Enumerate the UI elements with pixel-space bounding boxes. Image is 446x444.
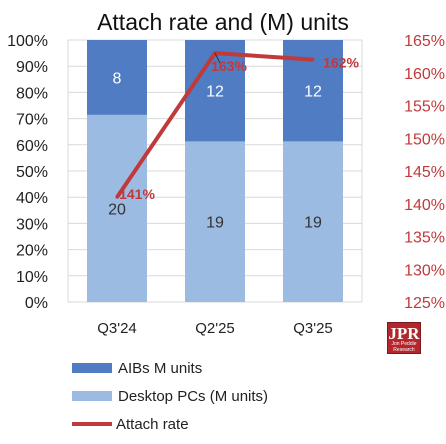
x-category-label: Q3'24 bbox=[97, 320, 137, 337]
bar-value-label: 8 bbox=[113, 70, 122, 87]
y-right-tick-label: 140% bbox=[404, 197, 445, 214]
y-right-tick-label: 135% bbox=[404, 230, 445, 247]
legend-swatch-attach bbox=[72, 422, 112, 426]
y-right-tick-label: 160% bbox=[404, 66, 445, 83]
legend-item-desktop: Desktop PCs (M units) bbox=[72, 384, 268, 408]
y-left-tick-label: 90% bbox=[16, 59, 48, 76]
chart-title: Attach rate and (M) units bbox=[97, 9, 349, 35]
attach-rate-label: 141% bbox=[119, 186, 155, 202]
y-left-tick-label: 20% bbox=[16, 243, 48, 260]
y-right-tick-label: 125% bbox=[404, 295, 445, 312]
y-right-tick-label: 150% bbox=[404, 131, 445, 148]
y-left-tick-label: 70% bbox=[16, 112, 48, 129]
x-category-label: Q3'25 bbox=[293, 320, 333, 337]
y-left-tick-label: 30% bbox=[16, 216, 48, 233]
bar-value-label: 12 bbox=[206, 84, 224, 101]
logo-subtext: Jon Peddie Research bbox=[387, 341, 421, 353]
legend-swatch-desktop bbox=[72, 391, 112, 401]
attach-rate-label: 162% bbox=[323, 55, 359, 71]
y-right-tick-label: 155% bbox=[404, 99, 445, 116]
bar-value-label: 20 bbox=[108, 201, 126, 218]
y-left-tick-label: 50% bbox=[16, 164, 48, 181]
legend-label-desktop: Desktop PCs (M units) bbox=[118, 388, 268, 405]
bars: 20 8 19 12 19 12 bbox=[87, 40, 343, 302]
y-left-tick-label: 0% bbox=[25, 295, 48, 312]
jpr-logo: JPR Jon Peddie Research bbox=[387, 322, 421, 354]
right-axis: 125% 130% 135% 140% 145% 150% 155% 160% 165% bbox=[404, 33, 445, 312]
attach-rate-label: 163% bbox=[211, 58, 247, 74]
y-left-tick-label: 40% bbox=[16, 190, 48, 207]
y-right-tick-label: 165% bbox=[404, 33, 445, 50]
legend-item-attach: Attach rate bbox=[72, 412, 268, 436]
legend-label-attach: Attach rate bbox=[116, 416, 189, 433]
y-left-tick-label: 60% bbox=[16, 138, 48, 155]
bar-value-label: 12 bbox=[304, 84, 322, 101]
attach-rate-point bbox=[312, 58, 315, 61]
y-left-tick-label: 100% bbox=[7, 33, 48, 50]
y-right-tick-label: 145% bbox=[404, 164, 445, 181]
legend-label-aib: AIBs M units bbox=[118, 360, 202, 377]
legend: AIBs M units Desktop PCs (M units) Attac… bbox=[72, 356, 268, 440]
attach-rate-point bbox=[116, 196, 119, 199]
bar-value-label: 19 bbox=[206, 215, 224, 232]
category-axis: Q3'24 Q2'25 Q3'25 bbox=[97, 320, 333, 337]
legend-swatch-aib bbox=[72, 363, 112, 373]
left-axis: 0% 10% 20% 30% 40% 50% 60% 70% 80% 90% 100% bbox=[7, 33, 48, 312]
bar-value-label: 19 bbox=[304, 215, 322, 232]
legend-item-aib: AIBs M units bbox=[72, 356, 268, 380]
x-category-label: Q2'25 bbox=[195, 320, 235, 337]
y-right-tick-label: 130% bbox=[404, 262, 445, 279]
y-left-tick-label: 80% bbox=[16, 85, 48, 102]
y-left-tick-label: 10% bbox=[16, 269, 48, 286]
